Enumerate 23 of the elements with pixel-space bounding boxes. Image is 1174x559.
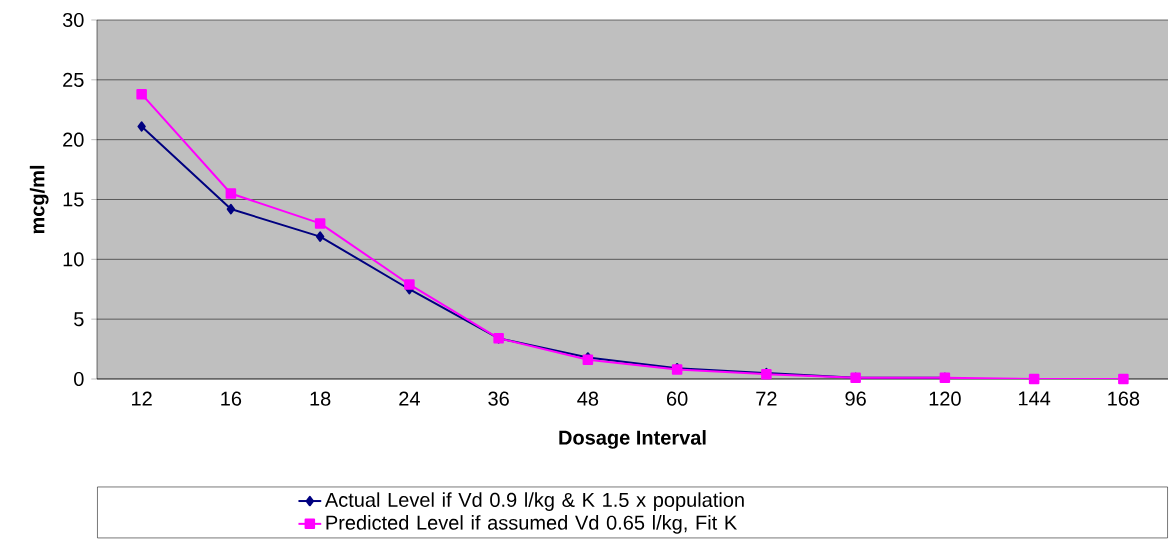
- y-tick-label: 20: [63, 132, 84, 147]
- y-axis-title: mcg/ml: [29, 165, 49, 234]
- y-tick-label: 0: [74, 371, 84, 387]
- legend-label: Predicted Level if assumed Vd 0.65 l/kg, Fit K: [326, 515, 738, 534]
- x-axis-title: Dosage Interval: [559, 430, 706, 449]
- x-tick-label: 18: [310, 391, 331, 406]
- y-tick-label: 25: [63, 72, 84, 87]
- x-tick-label: 36: [488, 391, 509, 406]
- y-tick-label: 30: [62, 12, 84, 28]
- y-tick-label: 10: [63, 252, 84, 267]
- x-tick-label: 72: [756, 391, 777, 406]
- x-tick-label: 144: [1018, 391, 1051, 406]
- x-tick-label: 96: [845, 391, 866, 406]
- x-tick-label: 120: [929, 391, 961, 406]
- y-tick-label: 15: [63, 192, 84, 207]
- legend-label: Actual Level if Vd 0.9 l/kg & K 1.5 x population: [324, 492, 744, 511]
- x-tick-label: 168: [1108, 391, 1140, 406]
- x-tick-label: 12: [132, 391, 152, 406]
- x-tick-label: 24: [399, 391, 420, 406]
- y-tick-label: 5: [74, 312, 84, 327]
- x-tick-label: 60: [667, 391, 688, 406]
- x-tick-label: 48: [577, 391, 599, 406]
- x-tick-label: 16: [221, 391, 242, 406]
